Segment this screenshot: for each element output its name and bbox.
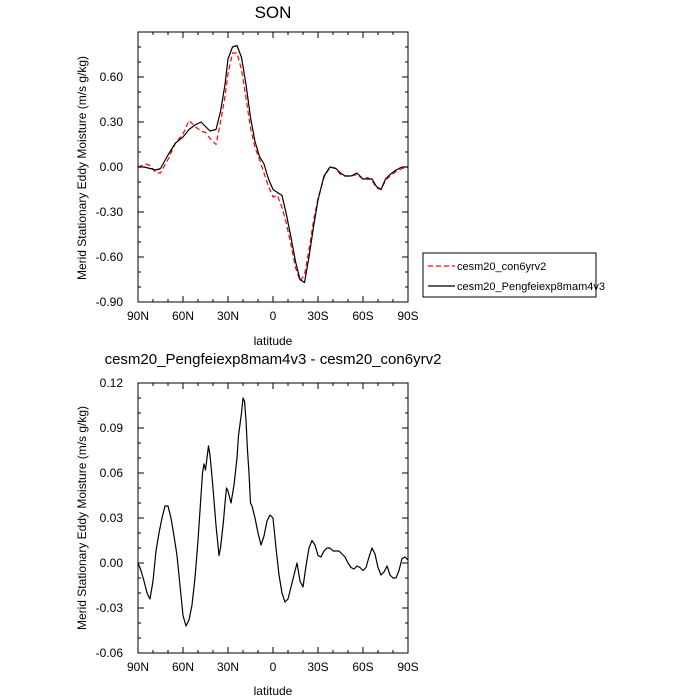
bottom-series-line-1 (138, 397, 408, 627)
bottom-y-tick-label: -0.03 (96, 601, 124, 615)
bottom-y-axis-label: Merid Stationary Eddy Moisture (m/s g/kg… (75, 406, 89, 630)
bottom-x-tick-label: 30N (217, 660, 239, 674)
top-y-tick-label: 0.60 (100, 70, 124, 84)
top-x-tick-label: 30S (307, 309, 328, 323)
bottom-x-tick-label: 90N (127, 660, 149, 674)
bottom-x-tick-label: 0 (270, 660, 277, 674)
bottom-x-tick-label: 60S (352, 660, 373, 674)
legend-label-experiment: cesm20_Pengfeiexp8mam4v3 (457, 281, 605, 293)
bottom-y-tick-label: 0.09 (100, 421, 124, 435)
top-x-tick-label: 60S (352, 309, 373, 323)
bottom-y-tick-label: 0.03 (100, 511, 124, 525)
bottom-panel: cesm20_Pengfeiexp8mam4v3 - cesm20_con6yr… (75, 351, 441, 698)
legend: cesm20_con6yrv2 cesm20_Pengfeiexp8mam4v3 (422, 252, 605, 298)
bottom-plot-area: 90N 60N 30N 0 30S 60S 90S -0.06 -0.03 0.00 0.03 0.0… (96, 376, 419, 674)
top-y-tick-label: -0.60 (96, 250, 124, 264)
top-x-tick-label: 90N (127, 309, 149, 323)
bottom-y-tick-label: 0.06 (100, 466, 124, 480)
bottom-x-axis-label: latitude (254, 684, 293, 698)
top-x-tick-label: 0 (270, 309, 277, 323)
top-x-axis-label: latitude (254, 334, 293, 348)
top-series-line-2 (138, 44, 408, 284)
top-x-tick-label: 90S (397, 309, 418, 323)
bottom-y-tick-label: 0.12 (100, 376, 124, 390)
bottom-x-tick-label: 30S (307, 660, 328, 674)
legend-label-control: cesm20_con6yrv2 (457, 261, 546, 273)
bottom-y-tick-label: -0.06 (96, 646, 124, 660)
top-plot-area: 90N 60N 30N 0 30S 60S 90S -0.90 -0.60 -0.30 0.00 0.… (96, 31, 419, 323)
top-chart-title: SON (255, 3, 292, 22)
top-y-tick-label: -0.90 (96, 295, 124, 309)
bottom-x-tick-label: 60N (172, 660, 194, 674)
top-y-tick-label: 0.30 (100, 115, 124, 129)
top-series-line-1 (138, 52, 408, 282)
top-y-axis-label: Merid Stationary Eddy Moisture (m/s g/kg… (75, 56, 89, 280)
top-plot-frame (137, 31, 409, 303)
top-y-tick-label: -0.30 (96, 205, 124, 219)
top-x-tick-label: 60N (172, 309, 194, 323)
top-y-tick-label: 0.00 (100, 160, 124, 174)
bottom-chart-title: cesm20_Pengfeiexp8mam4v3 - cesm20_con6yr… (105, 351, 442, 368)
bottom-y-tick-label: 0.00 (100, 556, 124, 570)
bottom-x-tick-label: 90S (397, 660, 418, 674)
legend-box (422, 252, 597, 298)
top-x-tick-label: 30N (217, 309, 239, 323)
top-panel: SON 90N 60N 30N 0 30S 60S 90S -0.90 -0.60 -0.30 0.… (75, 3, 419, 348)
